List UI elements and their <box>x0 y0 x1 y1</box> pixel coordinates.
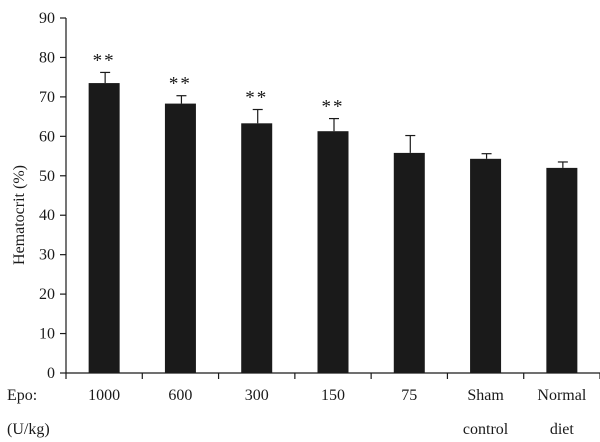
x-category-label: 75 <box>401 387 417 404</box>
significance-markers: ** ** ** ** <box>93 50 345 118</box>
y-tick-label: 30 <box>39 247 55 264</box>
y-tick-label: 60 <box>39 128 55 145</box>
bars <box>88 83 578 373</box>
error-bars <box>100 71 568 168</box>
x-category-label: 150 <box>321 387 345 404</box>
bar <box>546 167 578 373</box>
x-prefix-label-line1: Epo: <box>7 387 37 404</box>
significance-marker: ** <box>322 97 345 118</box>
bar <box>164 103 196 373</box>
x-category-label: 300 <box>245 387 269 404</box>
significance-marker: ** <box>169 74 192 95</box>
x-category-label: control <box>463 421 509 438</box>
y-tick-label: 80 <box>39 49 55 66</box>
x-category-label: Normal <box>537 387 586 404</box>
y-tick-label: 20 <box>39 286 55 303</box>
bar <box>88 83 120 373</box>
y-tick-label: 0 <box>47 365 55 382</box>
y-tick-label: 70 <box>39 89 55 106</box>
significance-marker: ** <box>93 50 116 71</box>
significance-marker: ** <box>245 88 268 109</box>
x-category-label: 600 <box>168 387 192 404</box>
y-tick-label: 90 <box>39 10 55 27</box>
x-category-label: diet <box>550 421 575 438</box>
x-prefix-label-line2: (U/kg) <box>7 421 50 438</box>
x-category-labels: 1000 600 300 150 75 Sham control Normal diet <box>88 387 587 438</box>
x-category-label: Sham <box>467 387 504 404</box>
bar <box>393 152 425 373</box>
y-tick-label: 40 <box>39 207 55 224</box>
bar <box>317 131 349 373</box>
y-tick-label: 10 <box>39 326 55 343</box>
y-tick-label: 50 <box>39 168 55 185</box>
x-category-label: 1000 <box>88 387 120 404</box>
bar <box>241 123 273 373</box>
y-ticks: 0 10 20 30 40 50 60 70 80 90 <box>39 10 600 382</box>
y-axis-label: Hematocrit (%) <box>11 165 28 265</box>
bar <box>470 158 502 373</box>
